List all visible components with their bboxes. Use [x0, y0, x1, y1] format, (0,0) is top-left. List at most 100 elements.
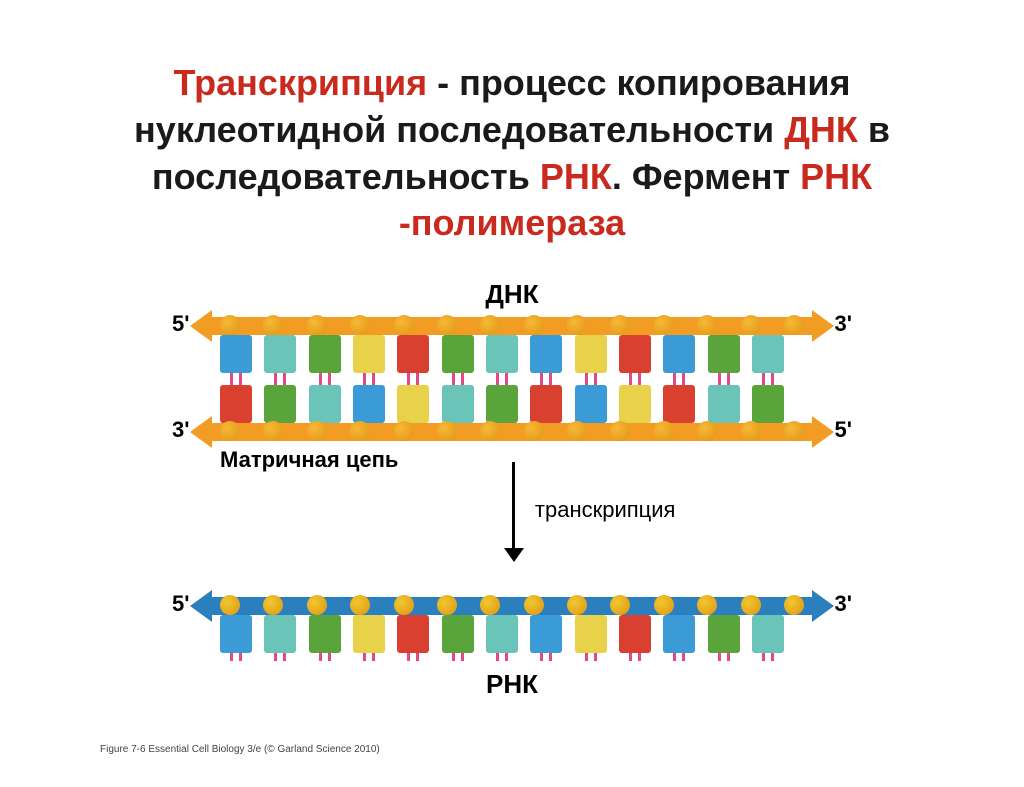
phosphate-bead [784, 595, 804, 615]
phosphate-bead [480, 315, 500, 335]
rna-left-arrow [190, 590, 212, 622]
title-t7: РНК [540, 156, 612, 197]
nucleotide-base [752, 385, 784, 423]
nucleotide-base [663, 335, 695, 373]
phosphate-bead [654, 595, 674, 615]
phosphate-bead [437, 421, 457, 441]
rna-label: РНК [486, 669, 538, 700]
nucleotide-base [663, 385, 695, 423]
phosphate-bead [524, 421, 544, 441]
phosphate-bead [741, 421, 761, 441]
nucleotide-base [486, 335, 518, 373]
phosphate-bead [567, 421, 587, 441]
nucleotide-base [264, 335, 296, 373]
phosphate-bead [524, 595, 544, 615]
nucleotide-base [708, 615, 740, 653]
nucleotide-base [619, 615, 651, 653]
bot-left-arrow [190, 416, 212, 448]
nucleotide-base [264, 385, 296, 423]
nucleotide-base [575, 385, 607, 423]
title-t6: последовательность [152, 156, 540, 197]
phosphate-bead [394, 595, 414, 615]
nucleotide-base [220, 385, 252, 423]
dna-label: ДНК [485, 279, 538, 310]
nucleotide-base [486, 385, 518, 423]
dna-bottom-bases [220, 385, 784, 423]
phosphate-bead [524, 315, 544, 335]
phosphate-bead [220, 421, 240, 441]
phosphate-bead [784, 315, 804, 335]
phosphate-bead [697, 421, 717, 441]
nucleotide-base [220, 615, 252, 653]
bottom-3prime: 3' [172, 417, 189, 443]
phosphate-bead [567, 315, 587, 335]
phosphate-bead [307, 421, 327, 441]
nucleotide-base [708, 335, 740, 373]
nucleotide-base [663, 615, 695, 653]
phosphate-bead [263, 315, 283, 335]
title-t5: в [858, 109, 890, 150]
title-t2: - процесс копирования [427, 62, 850, 103]
title-block: Транскрипция - процесс копирования нукле… [50, 60, 974, 247]
nucleotide-base [220, 335, 252, 373]
nucleotide-base [530, 615, 562, 653]
rna-bases [220, 615, 784, 653]
phosphate-bead [350, 315, 370, 335]
phosphate-bead [697, 315, 717, 335]
phosphate-bead [307, 595, 327, 615]
phosphate-bead [437, 595, 457, 615]
title-main: Транскрипция [174, 62, 428, 103]
phosphate-bead [567, 595, 587, 615]
nucleotide-base [442, 335, 474, 373]
phosphate-bead [784, 421, 804, 441]
dna-top-bases [220, 335, 784, 373]
bottom-5prime: 5' [835, 417, 852, 443]
nucleotide-base [530, 335, 562, 373]
nucleotide-base [397, 385, 429, 423]
nucleotide-base [530, 385, 562, 423]
top-left-arrow [190, 310, 212, 342]
nucleotide-base [353, 615, 385, 653]
transcription-label: транскрипция [535, 497, 676, 523]
phosphate-bead [480, 595, 500, 615]
bot-right-arrow [812, 416, 834, 448]
transcription-arrow [512, 462, 515, 552]
phosphate-bead [263, 595, 283, 615]
nucleotide-base [752, 615, 784, 653]
title-t4: ДНК [784, 109, 858, 150]
rna-5prime: 5' [172, 591, 189, 617]
rna-strand [210, 597, 814, 615]
nucleotide-base [486, 615, 518, 653]
diagram: ДНК 5' 3' 3' 5' Матричная цепь транскрип… [130, 287, 894, 767]
nucleotide-base [353, 385, 385, 423]
phosphate-bead [437, 315, 457, 335]
title-t3: нуклеотидной последовательности [134, 109, 784, 150]
nucleotide-base [575, 335, 607, 373]
phosphate-bead [394, 315, 414, 335]
top-3prime: 3' [835, 311, 852, 337]
nucleotide-base [353, 335, 385, 373]
nucleotide-base [442, 385, 474, 423]
nucleotide-base [708, 385, 740, 423]
nucleotide-base [752, 335, 784, 373]
nucleotide-base [309, 335, 341, 373]
phosphate-bead [350, 421, 370, 441]
nucleotide-base [619, 335, 651, 373]
rna-right-arrow [812, 590, 834, 622]
top-right-arrow [812, 310, 834, 342]
phosphate-bead [394, 421, 414, 441]
phosphate-bead [263, 421, 283, 441]
rna-3prime: 3' [835, 591, 852, 617]
phosphate-bead [697, 595, 717, 615]
phosphate-bead [307, 315, 327, 335]
dna-bottom-strand [210, 423, 814, 441]
nucleotide-base [309, 615, 341, 653]
citation: Figure 7-6 Essential Cell Biology 3/e (©… [100, 744, 380, 755]
nucleotide-base [397, 335, 429, 373]
nucleotide-base [264, 615, 296, 653]
title-t8: . Фермент [612, 156, 800, 197]
phosphate-bead [654, 421, 674, 441]
phosphate-bead [654, 315, 674, 335]
phosphate-bead [610, 595, 630, 615]
nucleotide-base [442, 615, 474, 653]
